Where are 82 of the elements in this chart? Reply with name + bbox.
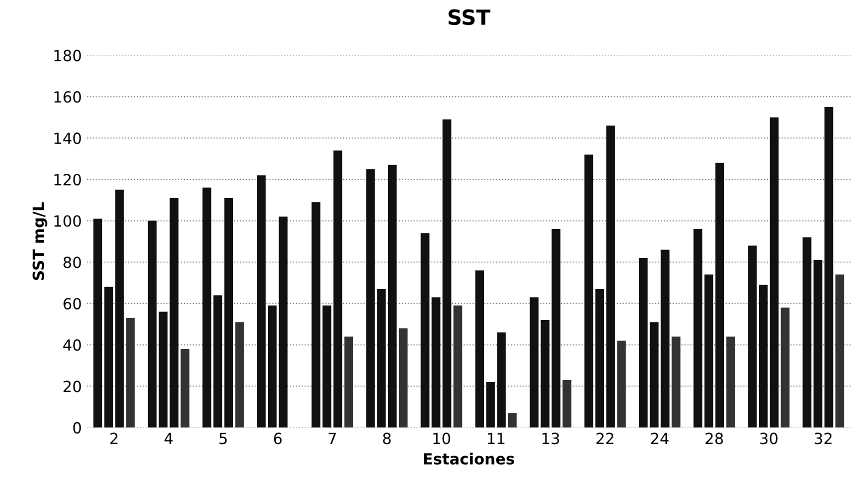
- bar: [224, 198, 234, 428]
- bar: [420, 233, 430, 428]
- bar: [268, 306, 277, 428]
- x-tick-label: 5: [220, 432, 227, 444]
- bar: [562, 380, 572, 428]
- bar: [824, 107, 834, 428]
- bar: [312, 202, 320, 428]
- x-axis-title: Estaciones: [424, 452, 514, 465]
- bar: [660, 250, 670, 428]
- y-tick-label: 0: [73, 422, 81, 434]
- bar: [442, 119, 452, 428]
- bar: [453, 306, 462, 428]
- bar: [432, 297, 440, 428]
- x-tick-label: 7: [328, 432, 336, 444]
- bar: [126, 318, 135, 428]
- bar: [835, 274, 844, 428]
- y-tick-label: 120: [54, 174, 81, 186]
- x-tick-label: 30: [760, 432, 778, 444]
- x-tick-label: 4: [164, 432, 173, 444]
- y-tick-label: 60: [64, 298, 81, 310]
- bar: [93, 218, 102, 428]
- bar: [257, 175, 266, 428]
- bar: [366, 169, 375, 428]
- bar: [748, 246, 757, 428]
- x-tick-label: 24: [651, 432, 669, 444]
- bar: [694, 229, 702, 428]
- bar: [650, 322, 659, 428]
- bar: [704, 274, 714, 428]
- x-tick-label: 32: [814, 432, 832, 444]
- bar: [802, 237, 812, 428]
- bar: [497, 332, 506, 428]
- bar: [377, 289, 386, 428]
- bar: [638, 258, 648, 428]
- bar: [158, 312, 168, 428]
- x-tick-label: 11: [488, 432, 504, 444]
- bar: [540, 320, 550, 428]
- chart-title: SST: [448, 9, 490, 26]
- bar: [148, 220, 157, 428]
- bar: [202, 188, 212, 428]
- bar: [180, 348, 190, 428]
- bar: [715, 162, 724, 428]
- y-tick-label: 100: [54, 215, 81, 227]
- bar: [344, 336, 354, 428]
- bar: [595, 289, 604, 428]
- bar: [388, 164, 397, 428]
- x-tick-label: 28: [706, 432, 723, 444]
- x-tick-label: 6: [274, 432, 282, 444]
- x-tick-label: 2: [110, 432, 118, 444]
- bar: [726, 336, 735, 428]
- bar: [584, 154, 594, 428]
- bar: [780, 308, 790, 428]
- bar: [552, 229, 560, 428]
- bar: [398, 328, 408, 428]
- bar: [235, 322, 244, 428]
- bar: [530, 297, 539, 428]
- bar: [486, 382, 495, 428]
- x-tick-label: 13: [542, 432, 560, 444]
- bar: [508, 413, 517, 428]
- bar: [606, 126, 615, 428]
- bar: [475, 270, 484, 428]
- bar: [278, 216, 288, 428]
- y-tick-label: 40: [63, 339, 81, 351]
- x-tick-label: 22: [596, 432, 614, 444]
- bar: [770, 117, 779, 428]
- x-tick-label: 8: [383, 432, 391, 444]
- y-tick-label: 20: [64, 380, 81, 392]
- y-tick-label: 140: [54, 132, 81, 144]
- y-axis-title: SST mg/L: [32, 202, 48, 280]
- y-tick-label: 160: [54, 91, 81, 103]
- bar: [672, 336, 680, 428]
- x-tick-label: 10: [433, 432, 450, 444]
- bar: [115, 190, 124, 428]
- bar: [213, 295, 222, 428]
- bar: [758, 284, 768, 428]
- bar: [617, 340, 626, 428]
- y-tick-label: 180: [54, 50, 81, 62]
- bar: [170, 198, 178, 428]
- bar: [322, 306, 332, 428]
- bar: [104, 286, 113, 428]
- bar: [333, 150, 342, 428]
- y-tick-label: 80: [64, 256, 81, 268]
- bar: [814, 260, 822, 428]
